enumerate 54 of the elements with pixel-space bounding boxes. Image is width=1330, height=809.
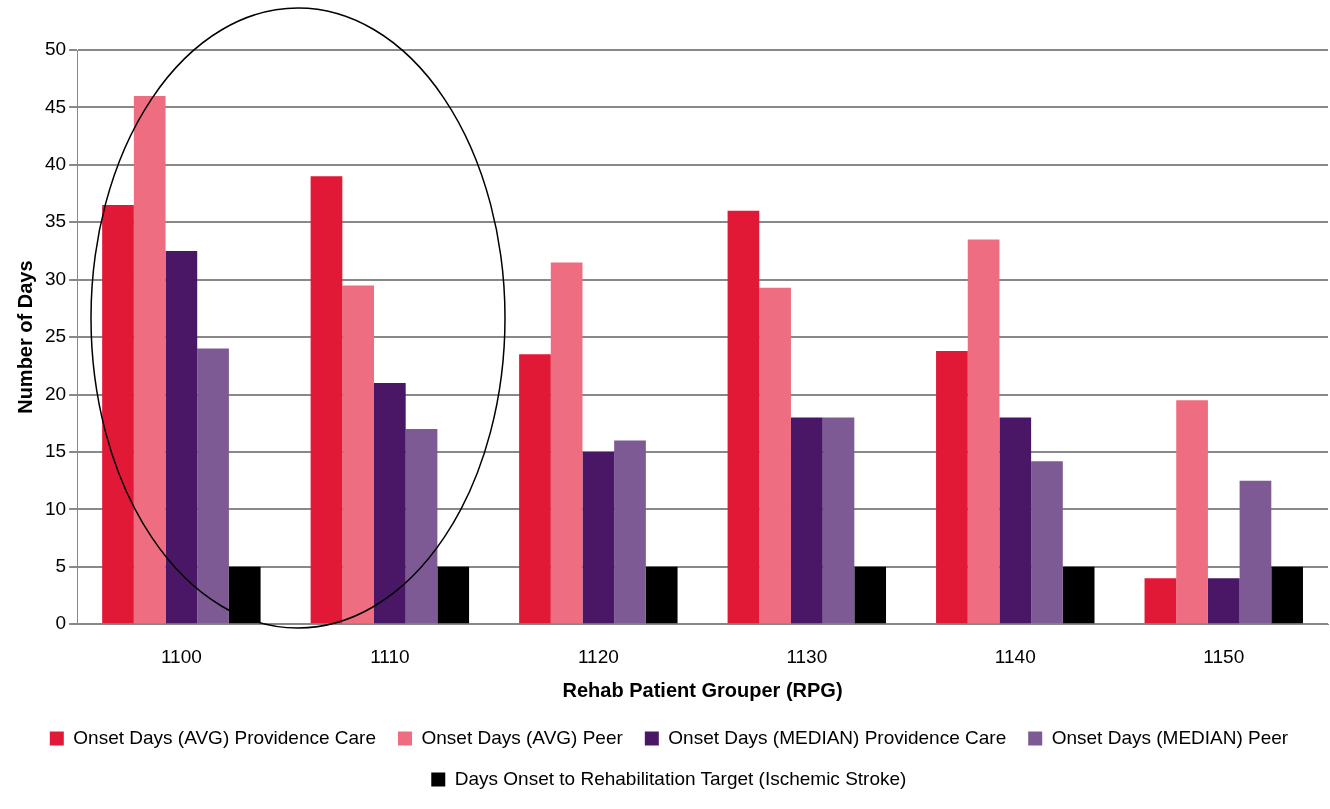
- bar: [197, 348, 229, 624]
- bar: [854, 566, 887, 624]
- x-tick-label: 1100: [160, 645, 202, 667]
- x-axis-title: Rehab Patient Grouper (RPG): [562, 678, 843, 701]
- bar: [102, 205, 134, 624]
- bar: [374, 383, 406, 624]
- y-tick-label: 20: [44, 382, 67, 404]
- bar: [1207, 578, 1240, 624]
- bar: [1176, 400, 1208, 624]
- legend-label: Onset Days (AVG) Providence Care: [73, 726, 376, 748]
- y-tick-label: 0: [55, 612, 67, 634]
- bar: [310, 176, 343, 624]
- y-tick-label: 35: [44, 210, 67, 232]
- y-tick-label: 5: [55, 555, 67, 577]
- legend-label: Days Onset to Rehabilitation Target (Ischemic Stroke): [454, 767, 907, 789]
- bar: [519, 354, 551, 624]
- y-axis-title: Number of Days: [13, 260, 36, 414]
- legend-label: Onset Days (MEDIAN) Providence Care: [668, 726, 1007, 748]
- bar: [967, 239, 1000, 624]
- y-tick-label: 40: [44, 153, 67, 175]
- bar: [165, 250, 198, 624]
- bar: [405, 428, 438, 624]
- bar: [582, 451, 615, 624]
- bar: [1062, 566, 1095, 624]
- y-tick-label: 10: [44, 497, 67, 519]
- bar: [1144, 578, 1177, 624]
- bar: [759, 287, 791, 624]
- x-tick-label: 1140: [994, 645, 1036, 667]
- bar: [550, 262, 583, 624]
- bar: [342, 285, 375, 624]
- y-tick-label: 15: [44, 440, 67, 462]
- bar: [936, 350, 968, 624]
- bar: [790, 417, 823, 624]
- legend-label: Onset Days (MEDIAN) Peer: [1051, 726, 1289, 748]
- x-tick-label: 1130: [786, 645, 828, 667]
- bar: [999, 417, 1032, 624]
- x-tick-label: 1120: [577, 645, 619, 667]
- bar: [645, 566, 678, 624]
- bar: [228, 566, 261, 624]
- bar: [1239, 480, 1272, 624]
- y-tick-label: 30: [44, 267, 67, 289]
- bar: [1031, 461, 1063, 624]
- bar: [133, 95, 166, 624]
- x-tick-label: 1110: [370, 645, 410, 667]
- x-tick-label: 1150: [1203, 645, 1245, 667]
- y-tick-label: 50: [44, 38, 67, 60]
- bar: [1271, 566, 1303, 624]
- bar: [437, 566, 470, 624]
- legend-label: Onset Days (AVG) Peer: [421, 726, 624, 748]
- bar: [822, 417, 855, 624]
- bar: [614, 440, 646, 624]
- y-tick-label: 25: [44, 325, 67, 347]
- y-tick-label: 45: [44, 95, 67, 117]
- bar: [727, 210, 760, 624]
